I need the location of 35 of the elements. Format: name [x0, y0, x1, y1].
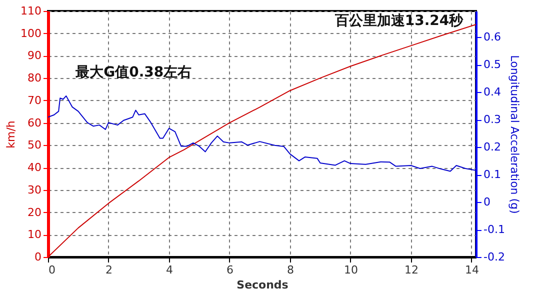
y-axis-title: km/h	[4, 120, 18, 148]
y2-tick-label: 0.3	[484, 113, 501, 126]
y2-tick-label: 0.1	[484, 168, 501, 182]
y-tick-label: 90	[28, 49, 42, 62]
x-tick-label: 0	[48, 264, 56, 276]
y2-axis-title: Longitudinal Acceleration (g)	[508, 55, 521, 214]
y-tick-label: 110	[20, 4, 42, 18]
y2-tick-label: -0.2	[484, 250, 505, 264]
annotation: 最大G值0.38左右	[74, 64, 192, 80]
y2-tick-label: 0.4	[484, 86, 501, 99]
y-tick-label: 70	[28, 94, 42, 107]
x-tick-label: 6	[226, 264, 234, 276]
y-tick-label: 20	[28, 206, 42, 219]
x-tick-label: 12	[404, 264, 418, 276]
y2-tick-label: 0.6	[484, 30, 501, 44]
x-tick-label: 14	[464, 264, 479, 276]
x-axis-title: Seconds	[236, 278, 289, 292]
y-tick-label: 0	[34, 250, 42, 264]
y2-tick-label: 0.5	[484, 58, 501, 72]
y-tick-label: 10	[28, 228, 42, 242]
y2-tick-label: -0.1	[484, 223, 505, 236]
x-tick-label: 8	[286, 264, 294, 276]
y-tick-label: 30	[28, 183, 42, 196]
x-tick-label: 4	[166, 264, 173, 276]
annotation: 百公里加速13.24秒	[334, 12, 464, 29]
y-tick-label: 80	[28, 72, 42, 85]
y-tick-label: 100	[20, 26, 42, 40]
y-tick-label: 50	[28, 138, 42, 152]
line-series	[48, 95, 476, 172]
y2-tick-label: 0	[484, 196, 490, 209]
x-tick-label: 2	[105, 264, 112, 276]
y-tick-label: 60	[28, 116, 42, 130]
y-tick-label: 40	[28, 161, 42, 174]
x-tick-label: 10	[344, 264, 358, 276]
y2-tick-label: 0.2	[484, 140, 501, 154]
